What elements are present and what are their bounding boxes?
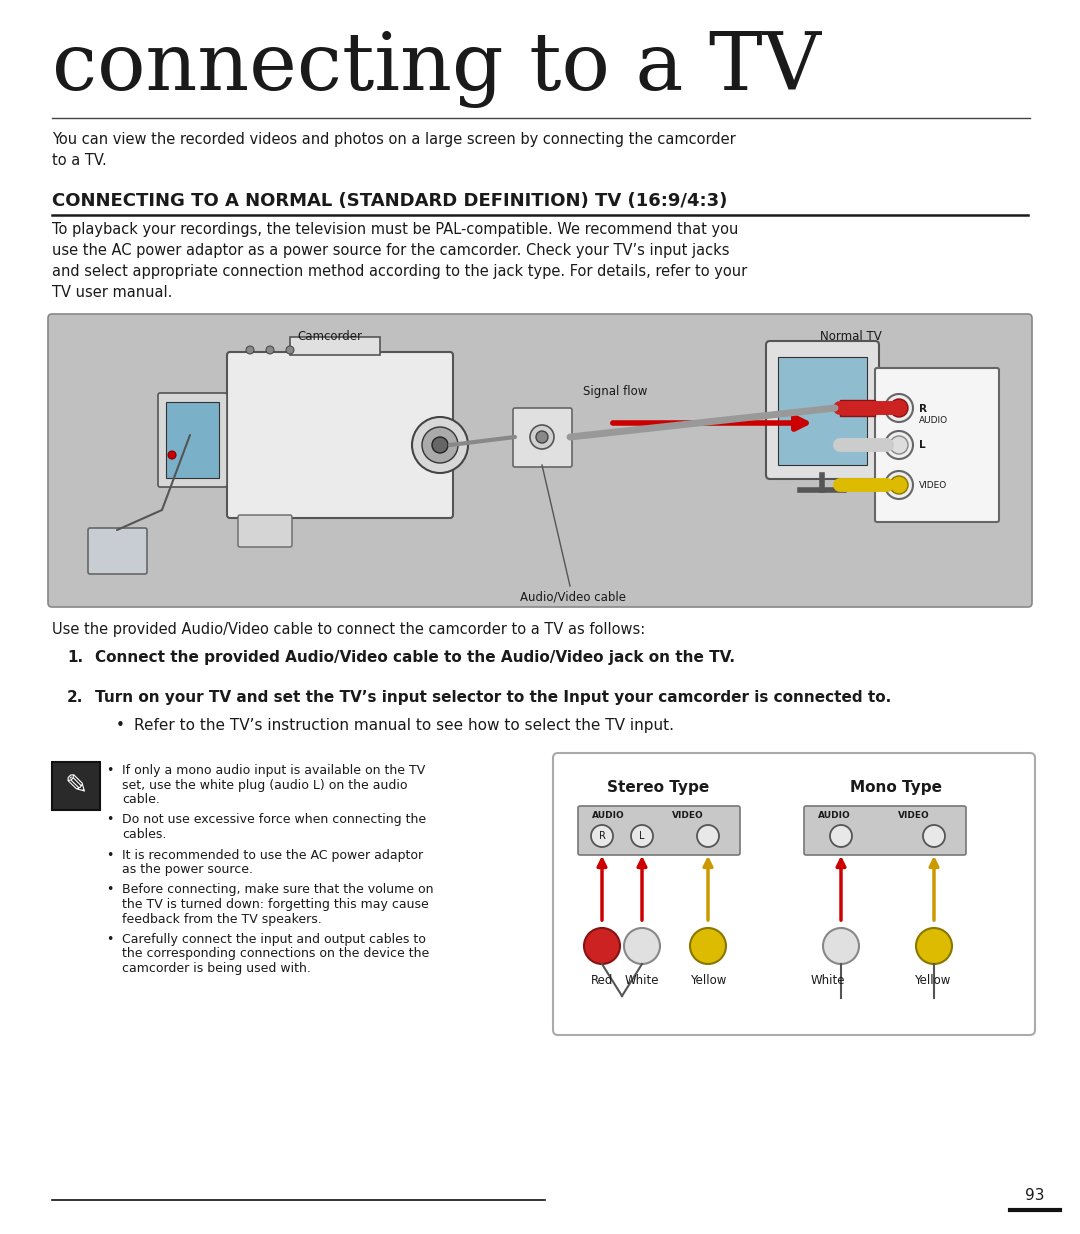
Text: 93: 93 [1025, 1188, 1044, 1203]
FancyBboxPatch shape [87, 528, 147, 574]
Text: Connect the provided Audio/Video cable to the Audio/Video jack on the TV.: Connect the provided Audio/Video cable t… [95, 650, 735, 665]
FancyBboxPatch shape [48, 313, 1032, 607]
Circle shape [584, 928, 620, 964]
Text: White: White [624, 974, 659, 987]
Circle shape [885, 394, 913, 422]
Text: •: • [116, 718, 124, 733]
Text: cables.: cables. [122, 828, 166, 842]
Text: Audio/Video cable: Audio/Video cable [519, 590, 626, 603]
Text: Mono Type: Mono Type [850, 780, 942, 795]
Text: Before connecting, make sure that the volume on: Before connecting, make sure that the vo… [122, 884, 433, 896]
FancyBboxPatch shape [804, 806, 966, 855]
FancyBboxPatch shape [52, 763, 100, 810]
Text: VIDEO: VIDEO [672, 811, 704, 821]
Text: It is recommended to use the AC power adaptor: It is recommended to use the AC power ad… [122, 849, 423, 861]
Circle shape [890, 436, 908, 454]
Text: L: L [919, 441, 926, 450]
Text: 2.: 2. [67, 690, 83, 705]
Circle shape [885, 471, 913, 499]
Circle shape [591, 826, 613, 847]
Text: Use the provided Audio/Video cable to connect the camcorder to a TV as follows:: Use the provided Audio/Video cable to co… [52, 622, 645, 637]
FancyBboxPatch shape [513, 408, 572, 466]
Text: Red: Red [591, 974, 613, 987]
Text: as the power source.: as the power source. [122, 863, 253, 876]
Text: •: • [106, 933, 113, 946]
Text: To playback your recordings, the television must be PAL-compatible. We recommend: To playback your recordings, the televis… [52, 222, 747, 300]
Text: •: • [106, 813, 113, 827]
Circle shape [831, 826, 852, 847]
Circle shape [885, 431, 913, 459]
Text: feedback from the TV speakers.: feedback from the TV speakers. [122, 912, 322, 926]
Text: Refer to the TV’s instruction manual to see how to select the TV input.: Refer to the TV’s instruction manual to … [134, 718, 674, 733]
Circle shape [631, 826, 653, 847]
Circle shape [168, 450, 176, 459]
Circle shape [536, 431, 548, 443]
Text: AUDIO: AUDIO [592, 811, 624, 821]
FancyArrowPatch shape [612, 417, 806, 429]
Circle shape [916, 928, 951, 964]
Text: the corresponding connections on the device the: the corresponding connections on the dev… [122, 948, 429, 960]
FancyBboxPatch shape [766, 341, 879, 479]
FancyBboxPatch shape [578, 806, 740, 855]
Text: ✎: ✎ [65, 772, 87, 800]
Text: Turn on your TV and set the TV’s input selector to the Input your camcorder is c: Turn on your TV and set the TV’s input s… [95, 690, 891, 705]
Text: 1.: 1. [67, 650, 83, 665]
Circle shape [422, 427, 458, 463]
Text: CONNECTING TO A NORMAL (STANDARD DEFINITION) TV (16:9/4:3): CONNECTING TO A NORMAL (STANDARD DEFINIT… [52, 193, 727, 210]
Text: Yellow: Yellow [914, 974, 950, 987]
FancyBboxPatch shape [227, 352, 453, 518]
Text: R: R [919, 404, 927, 413]
Text: Camcorder: Camcorder [297, 329, 363, 343]
Text: If only a mono audio input is available on the TV: If only a mono audio input is available … [122, 764, 426, 777]
FancyBboxPatch shape [238, 515, 292, 547]
Text: VIDEO: VIDEO [919, 480, 947, 490]
Text: set, use the white plug (audio L) on the audio: set, use the white plug (audio L) on the… [122, 779, 407, 791]
Text: •: • [106, 884, 113, 896]
Circle shape [690, 928, 726, 964]
Text: Carefully connect the input and output cables to: Carefully connect the input and output c… [122, 933, 426, 946]
Circle shape [697, 826, 719, 847]
Text: Stereo Type: Stereo Type [607, 780, 710, 795]
Text: camcorder is being used with.: camcorder is being used with. [122, 963, 311, 975]
Circle shape [823, 928, 859, 964]
Text: cable.: cable. [122, 793, 160, 806]
Text: AUDIO: AUDIO [818, 811, 851, 821]
FancyBboxPatch shape [553, 753, 1035, 1035]
Circle shape [530, 424, 554, 449]
Circle shape [890, 399, 908, 417]
Circle shape [286, 346, 294, 354]
Bar [840, 400, 875, 416]
Text: Yellow: Yellow [690, 974, 726, 987]
Circle shape [923, 826, 945, 847]
Circle shape [890, 476, 908, 494]
Bar [291, 337, 380, 355]
Text: R: R [598, 830, 606, 842]
Circle shape [411, 417, 468, 473]
Circle shape [246, 346, 254, 354]
Circle shape [624, 928, 660, 964]
Bar [778, 357, 867, 465]
Bar [166, 402, 219, 478]
Text: White: White [811, 974, 846, 987]
Text: VIDEO: VIDEO [897, 811, 930, 821]
Text: Do not use excessive force when connecting the: Do not use excessive force when connecti… [122, 813, 427, 827]
Text: connecting to a TV: connecting to a TV [52, 30, 821, 109]
Circle shape [432, 437, 448, 453]
Circle shape [266, 346, 274, 354]
Text: •: • [106, 849, 113, 861]
FancyBboxPatch shape [875, 368, 999, 522]
Text: •: • [106, 764, 113, 777]
Text: the TV is turned down: forgetting this may cause: the TV is turned down: forgetting this m… [122, 898, 429, 911]
Text: AUDIO: AUDIO [919, 416, 948, 424]
Text: L: L [639, 830, 645, 842]
Text: Signal flow: Signal flow [583, 385, 647, 399]
Text: You can view the recorded videos and photos on a large screen by connecting the : You can view the recorded videos and pho… [52, 132, 735, 168]
Text: Normal TV: Normal TV [820, 329, 881, 343]
FancyBboxPatch shape [158, 392, 227, 487]
